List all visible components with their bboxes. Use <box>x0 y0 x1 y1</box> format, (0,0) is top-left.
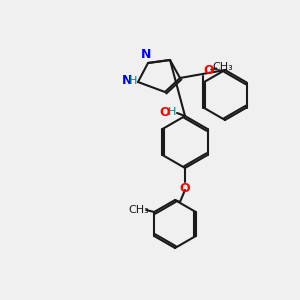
Text: H: H <box>129 76 137 86</box>
Text: CH₃: CH₃ <box>129 205 150 215</box>
Text: O: O <box>203 64 214 77</box>
Text: CH₃: CH₃ <box>212 61 233 71</box>
Text: O: O <box>180 182 190 194</box>
Text: N: N <box>141 47 151 61</box>
Text: N: N <box>122 74 132 88</box>
Text: H: H <box>168 107 176 117</box>
Text: O: O <box>160 106 170 118</box>
